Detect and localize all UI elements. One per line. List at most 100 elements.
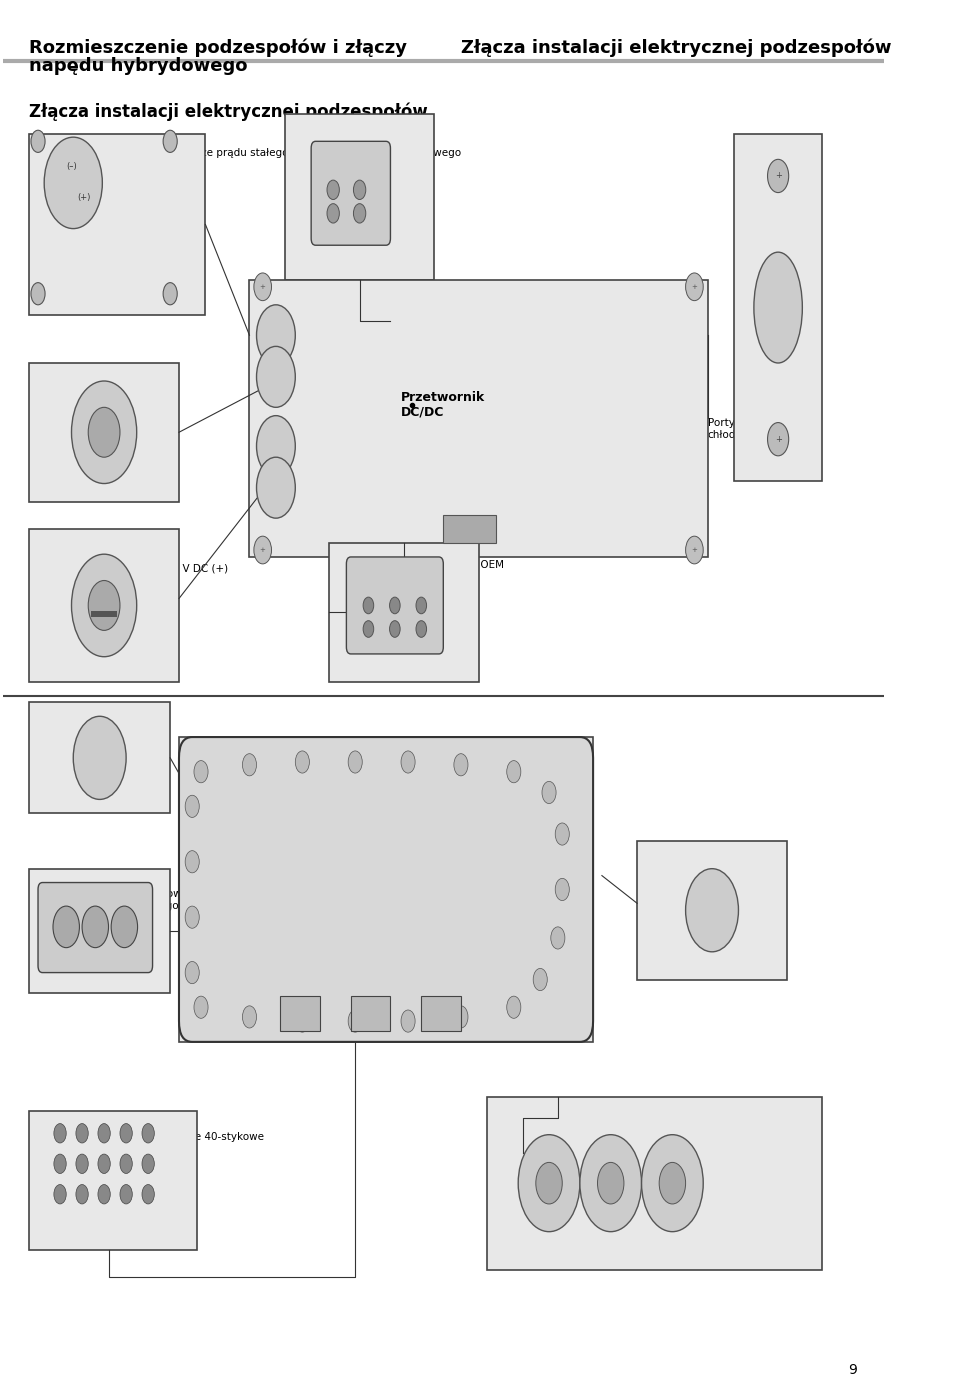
Bar (29, 869, 170, 993)
Text: Na dole: DC (+): Na dole: DC (+) (78, 189, 159, 200)
Circle shape (120, 1185, 132, 1205)
Circle shape (253, 536, 272, 563)
Bar (350, 996, 391, 1031)
Circle shape (454, 1006, 468, 1028)
Circle shape (142, 1155, 155, 1174)
Text: Wysokonapięciowe złącze prądu stałego: Wysokonapięciowe złącze prądu stałego (78, 149, 288, 159)
Circle shape (88, 580, 120, 630)
Bar (328, 542, 478, 682)
Circle shape (348, 751, 362, 773)
Circle shape (768, 160, 789, 192)
Circle shape (353, 179, 366, 199)
Circle shape (76, 1155, 88, 1174)
Bar (285, 114, 435, 280)
Circle shape (163, 131, 178, 153)
Circle shape (401, 751, 415, 773)
Text: +: + (775, 435, 781, 444)
Circle shape (363, 620, 373, 637)
Text: Przetwornik
DC/DC: Przetwornik DC/DC (401, 391, 486, 419)
Circle shape (142, 1185, 155, 1205)
Circle shape (31, 131, 45, 153)
Bar (29, 1111, 197, 1249)
Circle shape (390, 620, 400, 637)
Circle shape (416, 620, 426, 637)
Circle shape (542, 782, 556, 804)
Bar (179, 737, 593, 1042)
Text: +: + (691, 284, 697, 289)
Text: 12 V DC (-): 12 V DC (-) (82, 370, 139, 380)
Text: Złącza instalacji elektrycznej podzespołów: Złącza instalacji elektrycznej podzespoł… (29, 103, 428, 121)
Circle shape (296, 751, 309, 773)
Circle shape (243, 754, 256, 776)
Circle shape (120, 1155, 132, 1174)
Bar (29, 363, 179, 502)
Text: Złącza instalacji elektrycznej podzespołów: Złącza instalacji elektrycznej podzespoł… (461, 39, 892, 57)
Circle shape (31, 282, 45, 305)
Circle shape (253, 273, 272, 300)
Circle shape (327, 203, 339, 223)
Bar (29, 135, 205, 314)
Circle shape (685, 273, 704, 300)
Circle shape (194, 996, 208, 1018)
Bar (91, 611, 117, 616)
Circle shape (185, 906, 200, 928)
Circle shape (185, 796, 200, 818)
Text: +: + (260, 284, 266, 289)
Circle shape (390, 597, 400, 613)
Circle shape (256, 305, 296, 366)
Bar (637, 842, 787, 979)
Ellipse shape (754, 252, 803, 363)
Text: (–): (–) (66, 161, 77, 171)
Circle shape (401, 1010, 415, 1032)
Circle shape (348, 1010, 362, 1032)
Text: napędu hybrydowego: napędu hybrydowego (29, 57, 248, 75)
Circle shape (53, 906, 80, 947)
Text: Niskonapięciowe złącze 40-stykowe: Niskonapięciowe złącze 40-stykowe (78, 1132, 264, 1142)
Circle shape (507, 996, 521, 1018)
Text: 12 V DC (+): 12 V DC (+) (166, 563, 228, 574)
Text: +: + (775, 171, 781, 181)
Text: Rozmieszczenie podzespołów i złączy: Rozmieszczenie podzespołów i złączy (29, 39, 407, 57)
Circle shape (54, 1124, 66, 1143)
Circle shape (82, 906, 108, 947)
Bar (29, 702, 170, 814)
Circle shape (142, 1124, 155, 1143)
Circle shape (327, 179, 339, 199)
Circle shape (98, 1124, 110, 1143)
Circle shape (54, 1155, 66, 1174)
Text: Port wyjściowy
płynu chłodzącego: Port wyjściowy płynu chłodzącego (34, 737, 132, 759)
Circle shape (518, 1135, 580, 1231)
Text: Falownik: Falownik (318, 882, 393, 897)
Circle shape (76, 1124, 88, 1143)
Circle shape (507, 761, 521, 783)
Circle shape (194, 761, 208, 783)
Circle shape (353, 203, 366, 223)
Circle shape (533, 968, 547, 990)
Circle shape (54, 1185, 66, 1205)
Circle shape (536, 1163, 563, 1205)
Text: Porty płynu
chłodzącego: Porty płynu chłodzącego (708, 419, 773, 440)
Circle shape (660, 1163, 685, 1205)
Circle shape (163, 282, 178, 305)
Circle shape (580, 1135, 641, 1231)
Circle shape (685, 536, 704, 563)
Circle shape (641, 1135, 704, 1231)
Text: +: + (691, 547, 697, 554)
Text: 9: 9 (849, 1363, 857, 1377)
Circle shape (98, 1185, 110, 1205)
Text: Złącze portu testowego
(nieużywane): Złącze portu testowego (nieużywane) (338, 149, 461, 170)
Circle shape (88, 408, 120, 458)
Circle shape (185, 961, 200, 983)
FancyBboxPatch shape (347, 556, 444, 654)
Circle shape (555, 878, 569, 900)
Text: Port wejściowy płynu
chłodzącego: Port wejściowy płynu chłodzącego (637, 889, 747, 912)
Circle shape (71, 381, 136, 484)
Circle shape (111, 906, 137, 947)
FancyBboxPatch shape (311, 142, 391, 245)
FancyBboxPatch shape (38, 882, 153, 972)
Bar (488, 1097, 822, 1270)
Text: 3-stykowe wysokonapięciowe
złącze prądu przemiennego: 3-stykowe wysokonapięciowe złącze prądu … (34, 889, 187, 911)
Circle shape (296, 1010, 309, 1032)
Circle shape (768, 423, 789, 456)
FancyBboxPatch shape (179, 737, 593, 1042)
